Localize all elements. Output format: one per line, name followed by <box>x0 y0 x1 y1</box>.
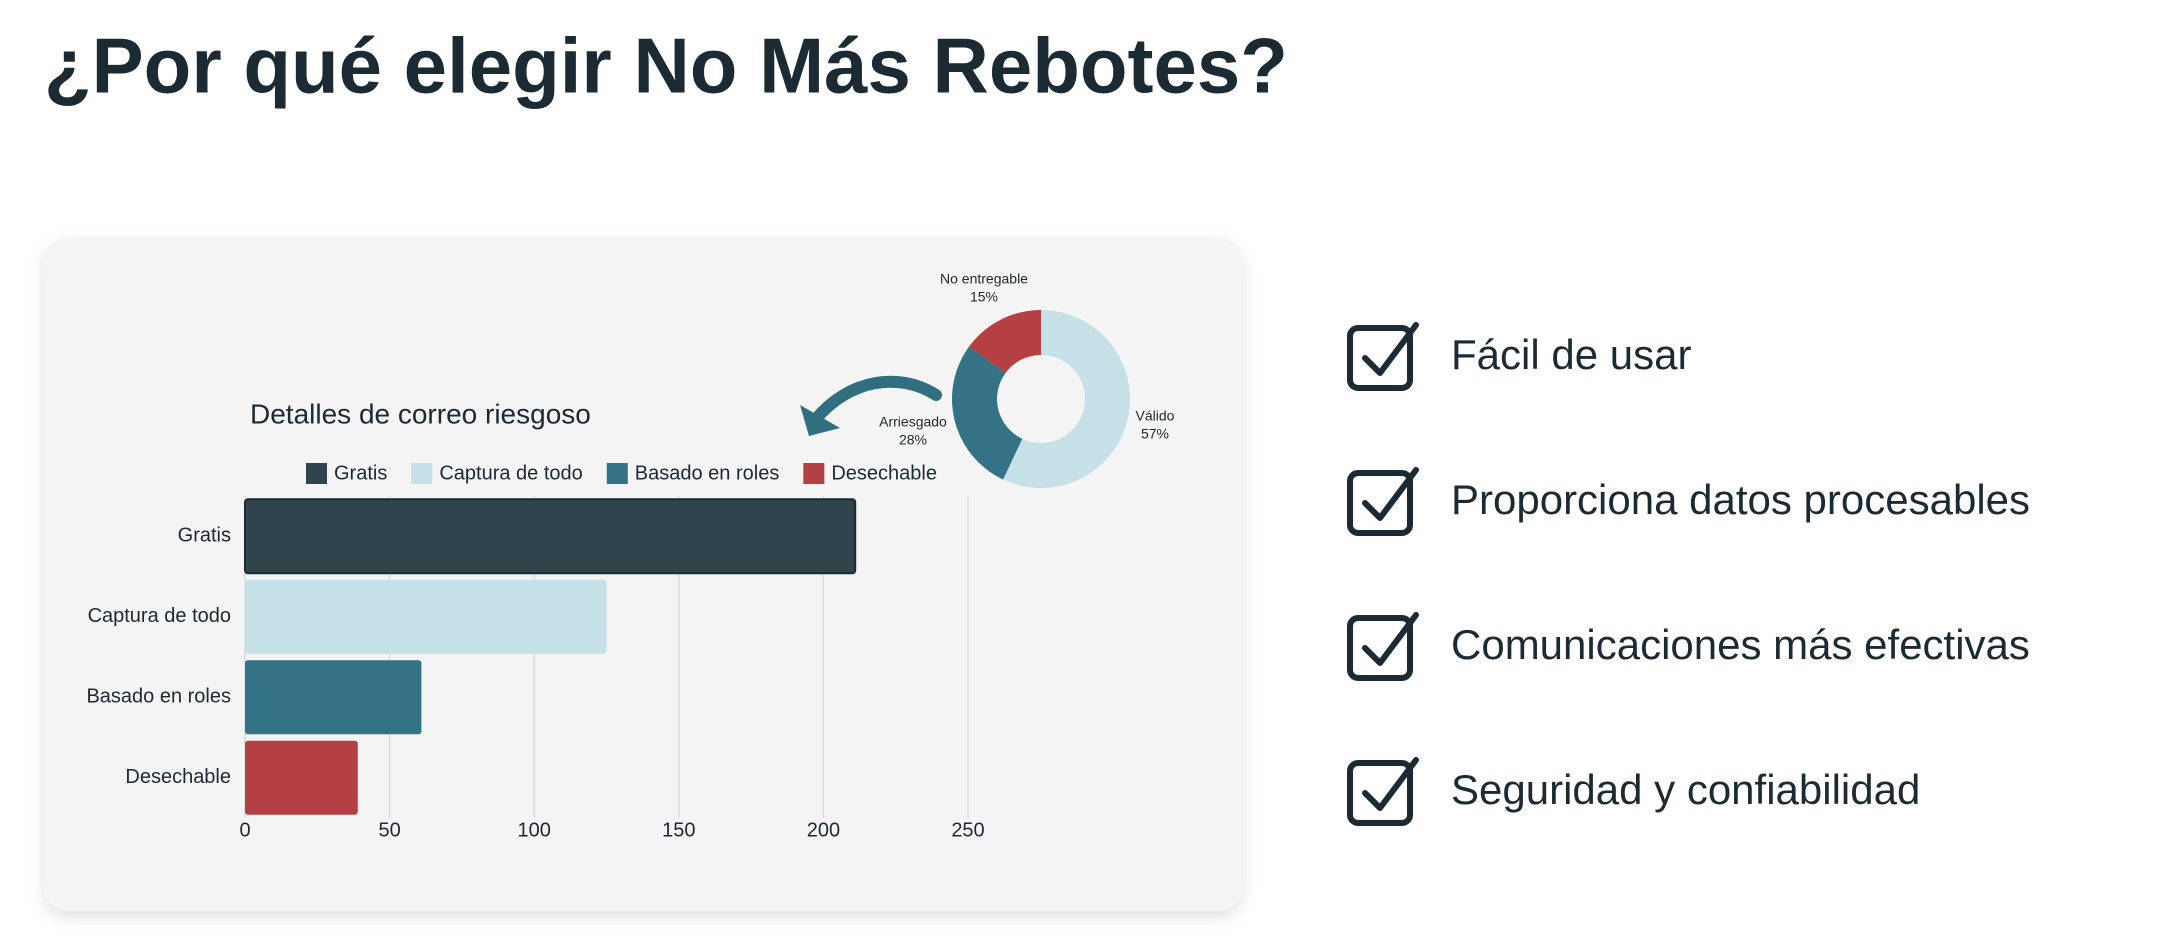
x-tick-label: 50 <box>378 819 400 841</box>
check-box <box>1347 615 1413 681</box>
feature-text: Fácil de usar <box>1451 331 1691 378</box>
check-mark <box>1362 322 1419 376</box>
bar <box>245 579 607 654</box>
feature-text: Seguridad y confiabilidad <box>1451 766 1920 813</box>
arrow <box>809 375 942 426</box>
y-tick-label: Captura de todo <box>88 605 231 627</box>
check-box <box>1347 470 1413 536</box>
slice-label: Arriesgado <box>879 414 947 430</box>
legend-swatch <box>803 463 825 484</box>
x-tick-label: 100 <box>518 819 551 841</box>
slice-label: Válido <box>1136 408 1175 424</box>
bar <box>245 740 358 815</box>
x-tick-label: 0 <box>239 819 250 841</box>
x-tick-label: 150 <box>662 819 695 841</box>
chart-title: Detalles de correo riesgoso <box>250 398 591 429</box>
slice-value: 15% <box>970 289 998 305</box>
arrow-head <box>800 405 840 436</box>
check-mark <box>1362 612 1419 666</box>
x-tick-label: 200 <box>807 819 840 841</box>
check-mark <box>1362 757 1419 811</box>
check-box <box>1347 760 1413 826</box>
legend-swatch <box>306 463 327 484</box>
bar <box>244 498 857 575</box>
legend-swatch <box>411 463 433 484</box>
donut-slice <box>1003 310 1131 489</box>
y-tick-label: Desechable <box>125 766 231 788</box>
slice-value: 28% <box>899 432 927 448</box>
slice-label: No entregable <box>940 271 1028 287</box>
check-mark <box>1362 467 1419 521</box>
legend-label: Captura de todo <box>439 462 582 484</box>
feature-text: Comunicaciones más efectivas <box>1451 621 2030 668</box>
slice-value: 57% <box>1141 426 1169 442</box>
feature-text: Proporciona datos procesables <box>1451 476 2030 523</box>
bar <box>245 660 422 735</box>
donut-slice <box>952 346 1023 480</box>
legend-label: Gratis <box>334 462 387 484</box>
legend-label: Basado en roles <box>635 462 780 484</box>
checklist: Fácil de usar Proporciona datos procesabl… <box>1347 322 2030 826</box>
legend-label: Desechable <box>831 462 937 484</box>
y-tick-label: Basado en roles <box>86 686 231 708</box>
legend-swatch <box>606 463 628 484</box>
donut-slice <box>968 310 1041 374</box>
y-tick-label: Gratis <box>178 525 231 547</box>
check-box <box>1347 325 1413 391</box>
heading: ¿Por qué elegir No Más Rebotes? <box>44 22 1288 110</box>
x-tick-label: 250 <box>951 819 984 841</box>
